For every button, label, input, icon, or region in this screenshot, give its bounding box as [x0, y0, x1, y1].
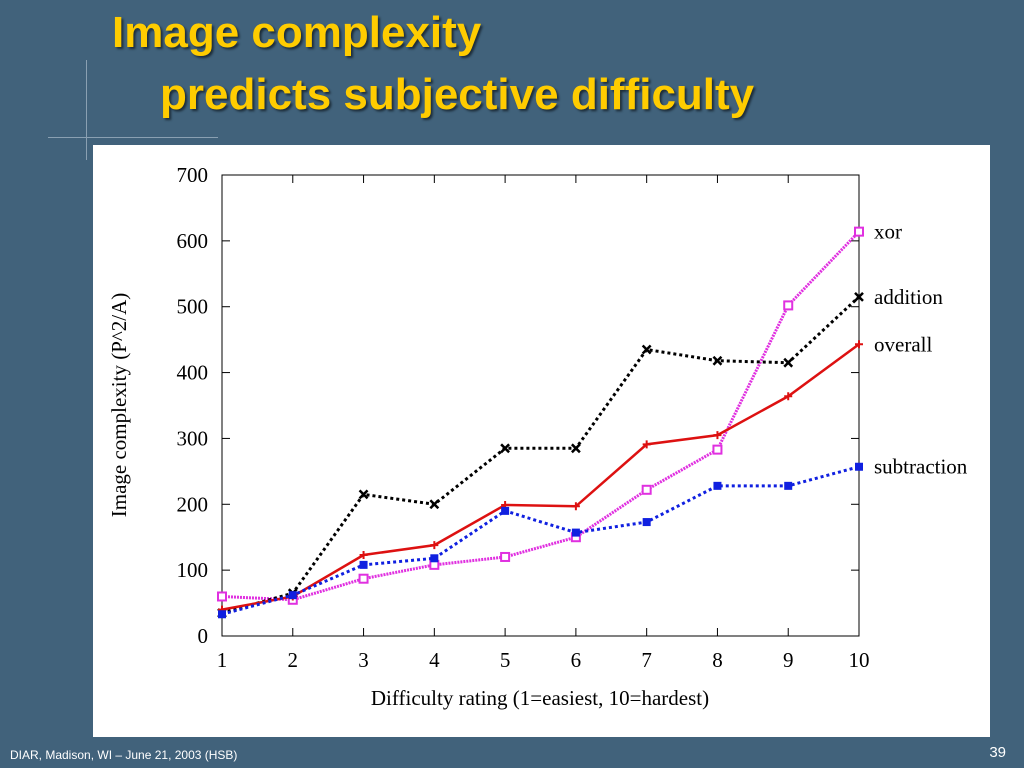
x-tick-label: 8 — [712, 648, 723, 672]
x-tick-label: 10 — [849, 648, 870, 672]
x-tick-label: 4 — [429, 648, 440, 672]
data-point — [571, 443, 581, 454]
series-subtraction: subtraction — [218, 455, 968, 619]
decorative-vertical-line — [86, 60, 87, 160]
y-tick-label: 500 — [177, 295, 209, 319]
data-point — [358, 489, 369, 500]
series-label-xor: xor — [874, 220, 902, 244]
data-point — [784, 392, 793, 401]
data-point — [642, 440, 651, 449]
data-point — [430, 541, 439, 550]
page-number: 39 — [989, 744, 1006, 761]
x-axis-label: Difficulty rating (1=easiest, 10=hardest… — [371, 686, 709, 710]
y-tick-label: 700 — [177, 163, 209, 187]
data-point — [641, 484, 652, 495]
y-tick-label: 400 — [177, 361, 209, 385]
x-tick-label: 1 — [217, 648, 228, 672]
data-point — [571, 502, 580, 511]
data-point — [642, 518, 651, 527]
series-line-addition — [221, 295, 861, 615]
data-point — [218, 610, 226, 619]
data-point — [571, 528, 580, 537]
data-point — [359, 550, 368, 559]
series-xor: xor — [217, 220, 902, 605]
data-point — [784, 481, 793, 490]
data-point — [783, 357, 794, 368]
data-point — [429, 499, 440, 510]
y-tick-label: 300 — [177, 426, 209, 450]
slide-title-line1: Image complexity — [112, 8, 482, 57]
data-point — [712, 444, 723, 455]
y-tick-label: 0 — [198, 624, 209, 648]
data-point — [430, 554, 439, 563]
data-point — [358, 573, 369, 584]
plot-frame — [221, 174, 860, 637]
data-point — [854, 291, 864, 302]
x-tick-label: 5 — [500, 648, 511, 672]
x-tick-label: 2 — [288, 648, 299, 672]
data-point — [783, 300, 794, 311]
x-tick-label: 6 — [571, 648, 582, 672]
x-tick-label: 7 — [641, 648, 652, 672]
data-point — [713, 481, 722, 490]
series-line-subtraction — [221, 465, 860, 616]
series-label-subtraction: subtraction — [874, 455, 968, 479]
data-point — [217, 591, 227, 602]
series-label-addition: addition — [874, 285, 943, 309]
series-line-xor — [221, 230, 861, 602]
series-overall: overall — [218, 332, 932, 614]
y-tick-label: 200 — [177, 492, 209, 516]
slide-footer: DIAR, Madison, WI – June 21, 2003 (HSB) — [10, 748, 238, 762]
data-point — [500, 443, 510, 454]
data-point — [712, 355, 723, 366]
data-point — [641, 344, 652, 355]
series-addition: addition — [217, 285, 943, 618]
data-point — [713, 431, 722, 440]
x-tick-label: 3 — [358, 648, 369, 672]
data-point — [500, 551, 511, 562]
data-point — [501, 506, 510, 515]
y-tick-label: 100 — [177, 558, 209, 582]
data-point — [359, 560, 368, 569]
decorative-horizontal-line — [48, 137, 218, 138]
line-chart: 0 100 200 300 400 500 600 700 1 2 3 4 5 6 7 8 9 10 xor add… — [107, 163, 968, 710]
data-point — [855, 462, 863, 471]
series-label-overall: overall — [874, 332, 932, 356]
slide-title-line2: predicts subjective difficulty — [160, 70, 755, 119]
y-tick-label: 600 — [177, 229, 209, 253]
data-point — [288, 591, 297, 600]
y-axis-label: Image complexity (P^2/A) — [107, 293, 131, 517]
data-point — [855, 340, 863, 349]
chart-panel: 0 100 200 300 400 500 600 700 1 2 3 4 5 6 7 8 9 10 xor add… — [93, 145, 990, 737]
data-point — [854, 226, 864, 237]
series-line-overall — [221, 343, 860, 611]
x-tick-label: 9 — [783, 648, 794, 672]
